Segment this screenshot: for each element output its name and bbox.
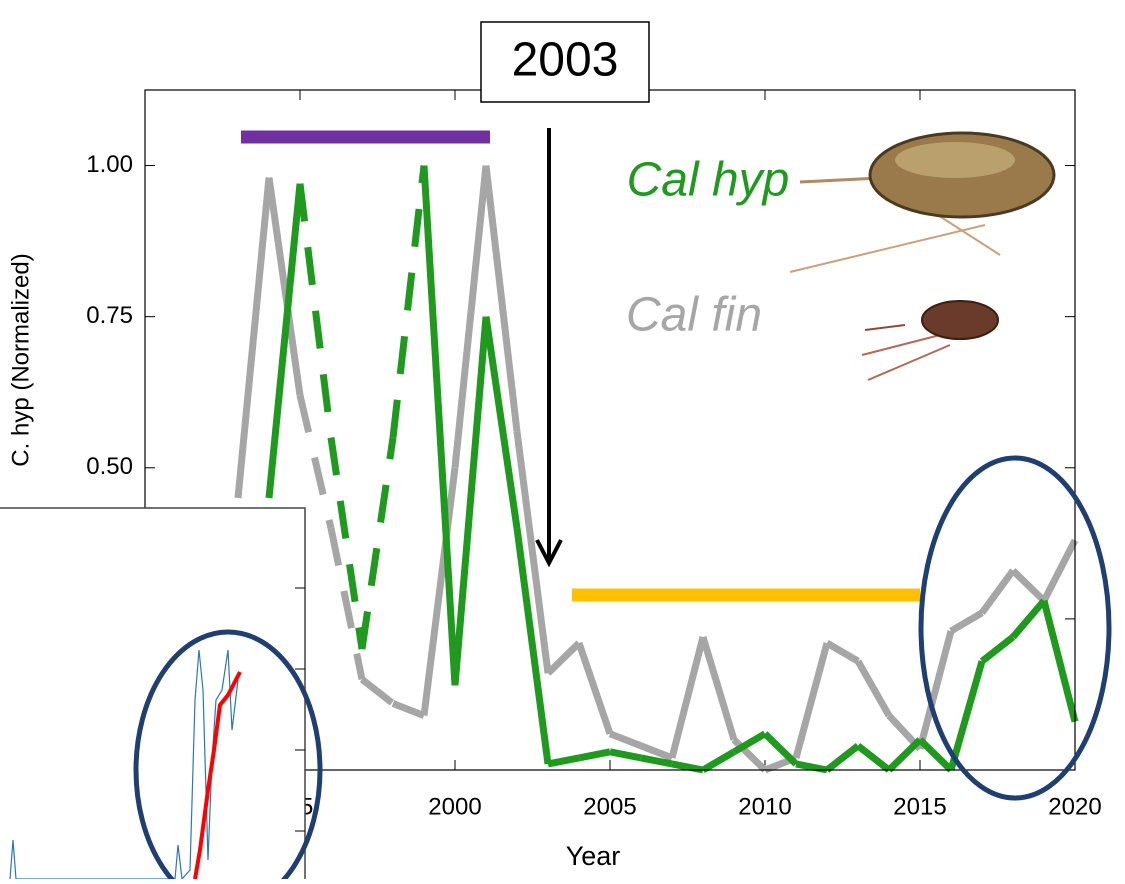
line-segment xyxy=(482,316,521,529)
line-segment xyxy=(886,737,923,773)
y-tick-label: 0.50 xyxy=(86,453,133,480)
line-segment xyxy=(359,676,396,707)
line-segment xyxy=(979,568,1016,615)
line-segment xyxy=(855,743,892,773)
highlight-ellipse xyxy=(918,455,1112,801)
line-segment xyxy=(578,748,611,762)
line-segment xyxy=(979,634,1016,664)
inset-chart xyxy=(0,507,323,884)
line-segment xyxy=(608,730,643,750)
line-segment xyxy=(701,748,736,774)
line-segment xyxy=(668,636,707,759)
line-segment xyxy=(1040,538,1079,603)
line-segment xyxy=(420,165,459,686)
line-segment xyxy=(824,743,861,773)
y-axis-label: C. hyp (Normalized) xyxy=(7,253,34,466)
line-segment xyxy=(482,165,521,432)
copepod-image xyxy=(789,131,1056,273)
legend-label: Cal hyp xyxy=(627,154,790,207)
line-segment xyxy=(639,742,674,762)
arrow-head xyxy=(535,539,563,568)
line-segment xyxy=(640,754,673,768)
line-segment xyxy=(327,527,366,681)
x-tick-label: 2010 xyxy=(738,793,791,820)
line-segment xyxy=(699,636,738,741)
line-segment xyxy=(671,760,704,774)
annotation: 2003 xyxy=(512,34,619,87)
line-segment xyxy=(949,609,984,634)
line-segment xyxy=(391,700,426,719)
legend-label: Cal fin xyxy=(626,289,762,342)
x-tick-label: 2020 xyxy=(1048,793,1101,820)
annotation-box xyxy=(480,21,650,103)
copepod-image xyxy=(861,300,999,381)
x-axis-label: Year xyxy=(566,841,621,871)
line-segment xyxy=(513,431,552,674)
line-segment xyxy=(825,640,860,665)
line-segment xyxy=(792,642,831,759)
line-segment xyxy=(1010,598,1047,640)
line-segment xyxy=(575,641,614,735)
line-segment xyxy=(854,659,893,718)
line-segment xyxy=(947,660,986,771)
line-segment xyxy=(795,760,828,774)
line-segment xyxy=(1040,599,1079,723)
line-segment xyxy=(1010,568,1047,604)
x-tick-label: 2005 xyxy=(583,793,636,820)
x-tick-label: 2000 xyxy=(428,793,481,820)
line-segment xyxy=(545,640,582,676)
line-segment xyxy=(916,630,955,750)
y-tick-label: 1.00 xyxy=(86,151,133,178)
line-segment xyxy=(265,177,304,396)
line-segment xyxy=(389,165,428,438)
line-segment xyxy=(609,748,642,762)
line-segment xyxy=(234,177,273,499)
line-segment xyxy=(296,183,335,438)
line-segment xyxy=(358,437,397,650)
line-segment xyxy=(296,394,335,530)
line-segment xyxy=(732,730,767,755)
line-segment xyxy=(451,165,490,469)
line-segment xyxy=(420,467,459,717)
line-segment xyxy=(327,437,366,650)
y-tick-label: 0.75 xyxy=(86,302,133,329)
line-segment xyxy=(513,527,552,765)
line-segment xyxy=(547,754,580,768)
line-segment xyxy=(762,731,799,767)
line-segment xyxy=(451,316,490,686)
line-segment xyxy=(917,737,954,773)
x-tick-label: 2015 xyxy=(893,793,946,820)
line-segment xyxy=(265,183,304,499)
